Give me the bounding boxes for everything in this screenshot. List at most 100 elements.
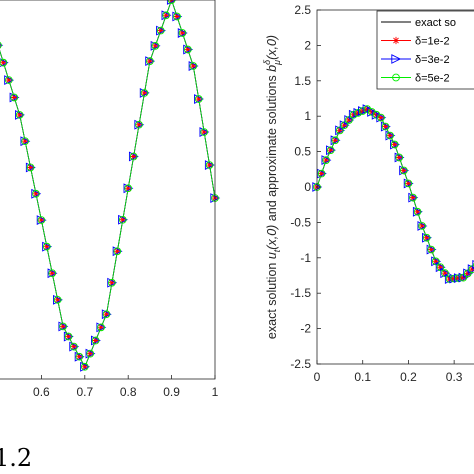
- left-marker-1-16: [81, 363, 89, 371]
- right-marker-2-22: [412, 206, 423, 217]
- left-marker-1-5: [21, 137, 29, 145]
- left-marker-1-1: [0, 59, 8, 67]
- right-marker-2-19: [399, 165, 410, 176]
- legend: exact so δ=1e-2 δ=3e-2 δ=5e-2: [376, 10, 474, 90]
- left-marker-1-10: [48, 269, 56, 277]
- right-marker-3-25: [427, 245, 436, 254]
- left-marker-2-14: [69, 341, 80, 352]
- left-marker-1-8: [37, 216, 45, 224]
- left-marker-2-17: [85, 348, 96, 359]
- left-marker-3-30: [156, 26, 165, 35]
- left-marker-3-6: [26, 163, 35, 172]
- left-marker-3-18: [91, 336, 100, 345]
- right-series-line-3: [316, 108, 474, 280]
- legend-label: exact so: [415, 17, 456, 29]
- right-series-markers: [312, 104, 474, 284]
- right-series-line-2: [316, 108, 474, 280]
- right-ytick-label: 2: [304, 38, 311, 52]
- right-xtick-label: 0: [314, 370, 321, 384]
- left-marker-3-11: [53, 295, 62, 304]
- right-axes-ticks: 0 0.1 0.2 0.3 -2.5 -2 -1.5 -1 -0.5 0 0.5 1 1.5 2 2.5: [290, 3, 462, 384]
- right-xtick-label: 0.3: [446, 370, 463, 384]
- right-marker-1-14: [377, 114, 385, 122]
- right-marker-1-25: [427, 245, 435, 254]
- left-marker-3-5: [21, 137, 29, 146]
- right-ytick-label: -0.5: [290, 215, 311, 229]
- right-marker-3-19: [400, 166, 408, 175]
- right-marker-1-24: [423, 234, 431, 242]
- right-marker-3-15: [381, 122, 390, 131]
- left-marker-3-31: [162, 11, 171, 20]
- left-marker-2-39: [204, 160, 215, 170]
- left-marker-3-1: [0, 58, 8, 67]
- right-marker-1-27: [436, 263, 445, 271]
- left-marker-3-35: [184, 45, 192, 54]
- right-marker-1-26: [432, 257, 440, 265]
- left-xtick-label: 0.8: [120, 385, 137, 399]
- right-marker-1-21: [409, 194, 417, 202]
- left-marker-1-21: [108, 279, 116, 287]
- right-marker-1-28: [441, 269, 449, 277]
- left-marker-1-38: [200, 128, 208, 136]
- left-marker-2-8: [36, 215, 47, 225]
- right-ytick-label: 2.5: [294, 3, 311, 17]
- left-marker-1-19: [97, 323, 105, 331]
- legend-marker-1: [392, 36, 400, 45]
- right-series-line-0: [316, 108, 474, 280]
- right-marker-1-16: [386, 131, 394, 140]
- right-marker-1-23: [418, 222, 426, 230]
- left-marker-1-29: [151, 42, 159, 50]
- left-marker-1-31: [162, 11, 170, 19]
- left-marker-3-0: [0, 41, 2, 49]
- left-series-markers: [0, 0, 221, 372]
- right-marker-3-20: [404, 179, 413, 188]
- left-marker-1-14: [70, 343, 78, 351]
- right-marker-2-25: [426, 244, 437, 255]
- left-marker-2-37: [194, 94, 204, 104]
- left-marker-2-34: [177, 28, 188, 38]
- left-marker-3-8: [37, 216, 46, 224]
- left-series-lines: [0, 0, 216, 368]
- left-marker-3-12: [59, 322, 67, 331]
- left-series-line-3: [0, 0, 216, 368]
- figure-caption-fragment: 1.2: [0, 444, 32, 472]
- legend-marker-2: [391, 54, 402, 64]
- left-marker-2-22: [112, 246, 123, 257]
- left-marker-1-4: [16, 111, 24, 119]
- right-marker-2-15: [380, 121, 391, 132]
- left-xtick-label: 0.6: [33, 385, 50, 399]
- right-marker-1-15: [381, 122, 390, 131]
- right-marker-3-14: [377, 113, 385, 122]
- right-marker-2-23: [417, 221, 428, 231]
- left-marker-3-3: [10, 93, 19, 102]
- left-marker-3-28: [146, 57, 154, 65]
- left-marker-3-7: [32, 189, 40, 198]
- left-marker-1-34: [178, 29, 187, 37]
- right-marker-2-16: [385, 130, 396, 141]
- right-marker-2-2: [321, 155, 332, 166]
- left-marker-2-32: [166, 0, 177, 5]
- right-ytick-label: -1: [300, 251, 311, 265]
- left-marker-1-33: [173, 12, 181, 21]
- right-ytick-label: 1.5: [294, 74, 311, 88]
- left-marker-2-23: [118, 214, 128, 225]
- left-marker-2-33: [172, 11, 183, 22]
- left-xtick-label: 0.7: [76, 385, 93, 399]
- right-marker-3-2: [322, 156, 330, 164]
- left-marker-2-13: [63, 331, 74, 342]
- legend-items: exact so δ=1e-2 δ=3e-2 δ=5e-2: [381, 17, 456, 85]
- right-xtick-label: 0.2: [400, 370, 417, 384]
- right-marker-2-18: [394, 152, 405, 163]
- left-marker-3-38: [200, 128, 209, 136]
- left-marker-1-35: [184, 45, 192, 54]
- right-chart: 0 0.1 0.2 0.3 -2.5 -2 -1.5 -1 -0.5 0 0.5 1 1.5 2 2.5 e…: [262, 3, 474, 384]
- left-marker-2-6: [25, 162, 36, 173]
- right-marker-3-22: [413, 207, 422, 216]
- left-marker-1-9: [43, 243, 51, 251]
- right-marker-1-17: [391, 140, 399, 149]
- left-marker-2-19: [96, 322, 107, 333]
- left-marker-3-29: [151, 41, 160, 50]
- left-marker-2-2: [4, 75, 15, 86]
- left-marker-2-10: [47, 268, 58, 279]
